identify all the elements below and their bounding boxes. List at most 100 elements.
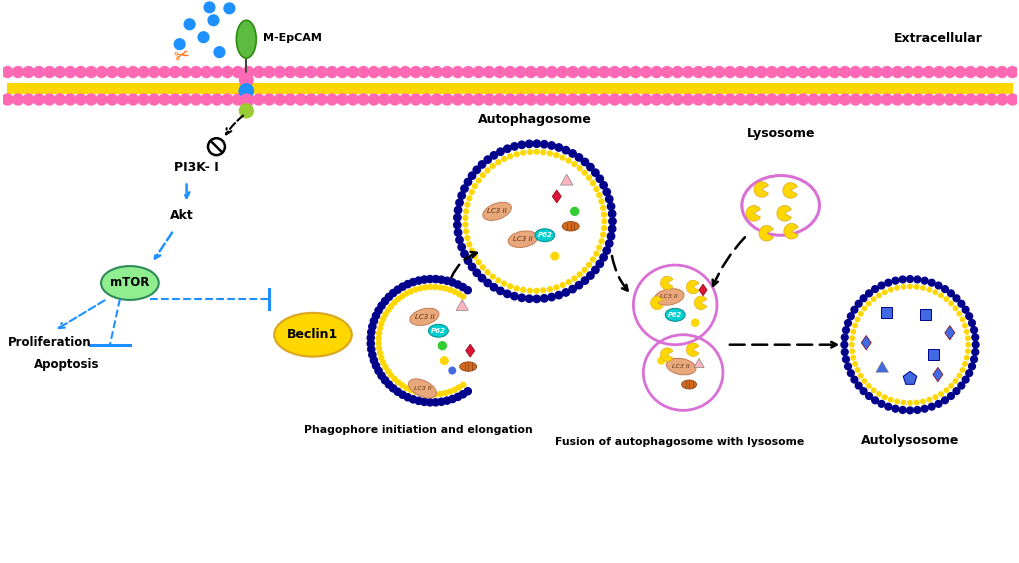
Circle shape: [859, 295, 866, 302]
Circle shape: [540, 150, 545, 155]
Circle shape: [54, 94, 65, 105]
Circle shape: [208, 15, 219, 26]
Ellipse shape: [236, 20, 256, 58]
Circle shape: [847, 370, 853, 377]
Circle shape: [378, 94, 389, 105]
Ellipse shape: [665, 358, 695, 375]
Circle shape: [467, 196, 471, 200]
Circle shape: [358, 66, 369, 78]
Circle shape: [455, 236, 463, 244]
Circle shape: [818, 94, 828, 105]
Circle shape: [554, 292, 562, 299]
Circle shape: [926, 397, 930, 402]
Circle shape: [745, 66, 755, 78]
Circle shape: [389, 94, 399, 105]
Circle shape: [559, 283, 565, 288]
Circle shape: [692, 66, 703, 78]
Circle shape: [965, 370, 972, 377]
Circle shape: [440, 357, 447, 364]
Ellipse shape: [664, 309, 685, 321]
Circle shape: [367, 346, 375, 353]
Circle shape: [23, 66, 34, 78]
Circle shape: [490, 164, 494, 168]
Circle shape: [463, 216, 468, 220]
Circle shape: [608, 66, 620, 78]
Circle shape: [451, 94, 463, 105]
Circle shape: [860, 94, 870, 105]
Circle shape: [985, 94, 996, 105]
Circle shape: [381, 298, 388, 305]
Circle shape: [316, 94, 327, 105]
Ellipse shape: [561, 222, 579, 231]
Circle shape: [493, 94, 504, 105]
Circle shape: [378, 372, 385, 379]
Circle shape: [437, 276, 444, 283]
Circle shape: [483, 94, 494, 105]
Circle shape: [169, 94, 180, 105]
Circle shape: [518, 294, 525, 302]
Circle shape: [459, 284, 466, 291]
Circle shape: [376, 341, 381, 346]
Ellipse shape: [654, 289, 684, 305]
Circle shape: [376, 346, 381, 351]
Circle shape: [472, 254, 477, 259]
Circle shape: [490, 151, 497, 159]
Circle shape: [378, 355, 383, 360]
Circle shape: [849, 66, 860, 78]
Circle shape: [596, 245, 601, 250]
Circle shape: [191, 94, 201, 105]
Circle shape: [944, 66, 954, 78]
Circle shape: [534, 149, 538, 154]
Circle shape: [525, 140, 532, 148]
Circle shape: [877, 282, 884, 289]
Ellipse shape: [408, 379, 436, 398]
Circle shape: [602, 247, 609, 254]
Circle shape: [691, 319, 698, 327]
Circle shape: [566, 158, 571, 163]
Circle shape: [480, 265, 485, 270]
Circle shape: [274, 66, 285, 78]
Circle shape: [381, 377, 388, 384]
Circle shape: [504, 66, 515, 78]
Circle shape: [850, 306, 857, 313]
Circle shape: [858, 373, 862, 378]
Circle shape: [294, 66, 306, 78]
Circle shape: [458, 192, 465, 199]
Circle shape: [415, 277, 422, 284]
Circle shape: [410, 94, 421, 105]
Circle shape: [920, 405, 927, 412]
Circle shape: [232, 66, 244, 78]
Circle shape: [149, 66, 159, 78]
Circle shape: [367, 329, 375, 336]
Circle shape: [849, 336, 854, 341]
Circle shape: [582, 171, 587, 175]
Circle shape: [34, 94, 45, 105]
Circle shape: [191, 66, 201, 78]
Circle shape: [620, 94, 630, 105]
Circle shape: [847, 313, 853, 320]
Circle shape: [418, 391, 423, 396]
Circle shape: [894, 285, 899, 290]
Circle shape: [713, 94, 725, 105]
Circle shape: [527, 288, 532, 293]
Circle shape: [484, 156, 491, 163]
Circle shape: [398, 391, 406, 399]
Circle shape: [2, 94, 13, 105]
Text: Lysosome: Lysosome: [746, 127, 814, 140]
Circle shape: [797, 66, 808, 78]
Circle shape: [399, 294, 405, 298]
Circle shape: [575, 282, 582, 289]
Circle shape: [515, 94, 526, 105]
Circle shape: [518, 141, 525, 149]
Circle shape: [421, 66, 431, 78]
Circle shape: [465, 235, 470, 240]
Circle shape: [367, 334, 374, 341]
Circle shape: [410, 279, 417, 285]
Circle shape: [455, 199, 463, 207]
Text: ✂: ✂: [172, 46, 192, 67]
Circle shape: [828, 66, 840, 78]
Circle shape: [484, 279, 491, 287]
Circle shape: [211, 94, 222, 105]
Circle shape: [965, 342, 969, 347]
Polygon shape: [944, 325, 954, 340]
